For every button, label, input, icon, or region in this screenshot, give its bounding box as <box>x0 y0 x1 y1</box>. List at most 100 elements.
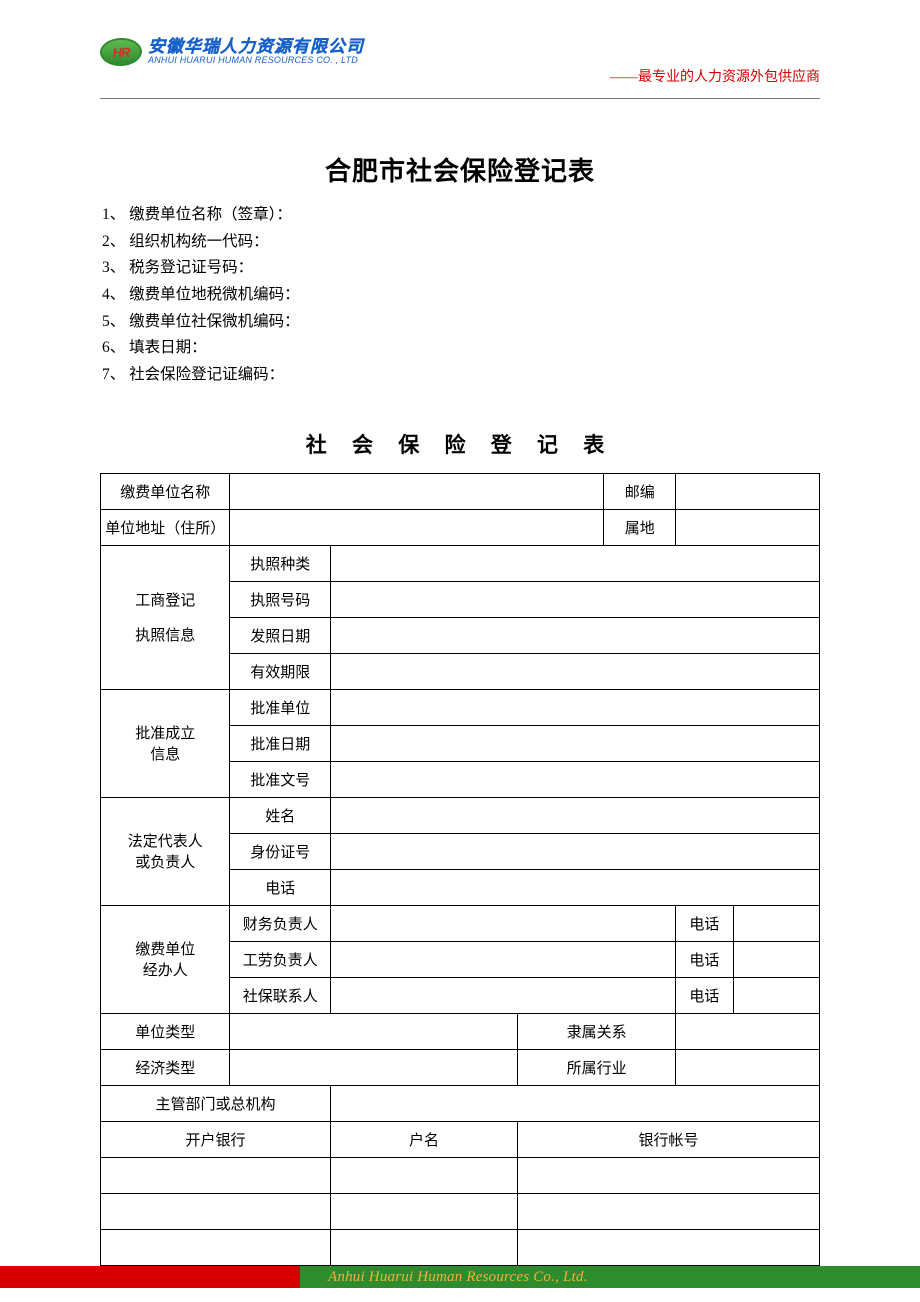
page-footer: Anhui Huarui Human Resources Co., Ltd. <box>0 1266 920 1288</box>
label-labor-phone: 电话 <box>676 941 734 977</box>
label-legal-l2: 或负责人 <box>103 851 227 872</box>
label-supervisor: 主管部门或总机构 <box>101 1085 331 1121</box>
field-item: 7、 社会保险登记证编码： <box>102 362 820 389</box>
label-legal-l1: 法定代表人 <box>103 830 227 851</box>
value-valid-until[interactable] <box>331 653 820 689</box>
label-finance-head: 财务负责人 <box>230 905 331 941</box>
value-finance-phone[interactable] <box>733 905 819 941</box>
value-bank-1[interactable] <box>101 1157 331 1193</box>
label-territory: 属地 <box>604 509 676 545</box>
spacer <box>103 610 227 624</box>
label-approval-doc: 批准文号 <box>230 761 331 797</box>
value-ss-contact[interactable] <box>331 977 676 1013</box>
value-approval-unit[interactable] <box>331 689 820 725</box>
page: HR 安徽华瑞人力资源有限公司 ANHUI HUARUI HUMAN RESOU… <box>0 0 920 1266</box>
label-approval-unit: 批准单位 <box>230 689 331 725</box>
table-row: 主管部门或总机构 <box>101 1085 820 1121</box>
label-valid-until: 有效期限 <box>230 653 331 689</box>
value-ss-phone[interactable] <box>733 977 819 1013</box>
value-approval-doc[interactable] <box>331 761 820 797</box>
value-territory[interactable] <box>676 509 820 545</box>
field-item: 6、 填表日期： <box>102 335 820 362</box>
table-title: 社 会 保 险 登 记 表 <box>100 429 820 459</box>
label-biz-reg-l1: 工商登记 <box>103 589 227 610</box>
value-issue-date[interactable] <box>331 617 820 653</box>
field-item: 1、 缴费单位名称（签章）： <box>102 202 820 229</box>
table-row <box>101 1193 820 1229</box>
label-econ-type: 经济类型 <box>101 1049 230 1085</box>
value-affiliation[interactable] <box>676 1013 820 1049</box>
label-biz-reg-l2: 执照信息 <box>103 624 227 645</box>
document-title: 合肥市社会保险登记表 <box>100 151 820 188</box>
label-ss-phone: 电话 <box>676 977 734 1013</box>
value-supervisor[interactable] <box>331 1085 820 1121</box>
label-unit-type: 单位类型 <box>101 1013 230 1049</box>
field-item: 2、 组织机构统一代码： <box>102 229 820 256</box>
value-name[interactable] <box>331 797 820 833</box>
value-acct-name-3[interactable] <box>331 1229 518 1265</box>
value-license-type[interactable] <box>331 545 820 581</box>
value-acct-no-1[interactable] <box>518 1157 820 1193</box>
logo-company-en: ANHUI HUARUI HUMAN RESOURCES CO. , LTD <box>148 56 364 65</box>
value-labor-phone[interactable] <box>733 941 819 977</box>
label-license-type: 执照种类 <box>230 545 331 581</box>
label-license-no: 执照号码 <box>230 581 331 617</box>
table-row: 工商登记 执照信息 执照种类 <box>101 545 820 581</box>
field-item: 4、 缴费单位地税微机编码： <box>102 282 820 309</box>
label-address: 单位地址（住所） <box>101 509 230 545</box>
label-acct-no: 银行帐号 <box>518 1121 820 1157</box>
value-labor-head[interactable] <box>331 941 676 977</box>
page-header: HR 安徽华瑞人力资源有限公司 ANHUI HUARUI HUMAN RESOU… <box>100 38 820 92</box>
table-row: 经济类型 所属行业 <box>101 1049 820 1085</box>
label-issue-date: 发照日期 <box>230 617 331 653</box>
label-id-no: 身份证号 <box>230 833 331 869</box>
value-postcode[interactable] <box>676 473 820 509</box>
label-finance-phone: 电话 <box>676 905 734 941</box>
label-industry: 所属行业 <box>518 1049 676 1085</box>
label-unit-name: 缴费单位名称 <box>101 473 230 509</box>
value-unit-name[interactable] <box>230 473 604 509</box>
table-row: 批准成立 信息 批准单位 <box>101 689 820 725</box>
table-row: 缴费单位名称 邮编 <box>101 473 820 509</box>
value-acct-name-1[interactable] <box>331 1157 518 1193</box>
value-bank-2[interactable] <box>101 1193 331 1229</box>
label-biz-reg: 工商登记 执照信息 <box>101 545 230 689</box>
label-postcode: 邮编 <box>604 473 676 509</box>
value-address[interactable] <box>230 509 604 545</box>
table-row: 缴费单位 经办人 财务负责人 电话 <box>101 905 820 941</box>
logo-company-cn: 安徽华瑞人力资源有限公司 <box>148 38 364 56</box>
value-approval-date[interactable] <box>331 725 820 761</box>
label-approval-l1: 批准成立 <box>103 722 227 743</box>
logo-text: 安徽华瑞人力资源有限公司 ANHUI HUARUI HUMAN RESOURCE… <box>148 38 364 65</box>
value-industry[interactable] <box>676 1049 820 1085</box>
value-id-no[interactable] <box>331 833 820 869</box>
table-row: 单位类型 隶属关系 <box>101 1013 820 1049</box>
value-acct-no-2[interactable] <box>518 1193 820 1229</box>
label-acct-name: 户名 <box>331 1121 518 1157</box>
table-row: 单位地址（住所） 属地 <box>101 509 820 545</box>
value-legal-phone[interactable] <box>331 869 820 905</box>
logo-badge-icon: HR <box>100 37 143 66</box>
label-handler-l1: 缴费单位 <box>103 938 227 959</box>
value-bank-3[interactable] <box>101 1229 331 1265</box>
logo-badge-text: HR <box>112 44 129 60</box>
value-acct-no-3[interactable] <box>518 1229 820 1265</box>
field-item: 5、 缴费单位社保微机编码： <box>102 309 820 336</box>
label-affiliation: 隶属关系 <box>518 1013 676 1049</box>
table-row <box>101 1157 820 1193</box>
value-econ-type[interactable] <box>230 1049 518 1085</box>
label-labor-head: 工劳负责人 <box>230 941 331 977</box>
registration-table: 缴费单位名称 邮编 单位地址（住所） 属地 工商登记 执照信息 执照种类 执照号… <box>100 473 820 1266</box>
value-acct-name-2[interactable] <box>331 1193 518 1229</box>
value-license-no[interactable] <box>331 581 820 617</box>
label-ss-contact: 社保联系人 <box>230 977 331 1013</box>
label-name: 姓名 <box>230 797 331 833</box>
header-divider <box>100 98 820 99</box>
value-unit-type[interactable] <box>230 1013 518 1049</box>
value-finance-head[interactable] <box>331 905 676 941</box>
label-bank: 开户银行 <box>101 1121 331 1157</box>
table-row: 法定代表人 或负责人 姓名 <box>101 797 820 833</box>
label-approval-date: 批准日期 <box>230 725 331 761</box>
label-handler: 缴费单位 经办人 <box>101 905 230 1013</box>
label-legal-rep: 法定代表人 或负责人 <box>101 797 230 905</box>
